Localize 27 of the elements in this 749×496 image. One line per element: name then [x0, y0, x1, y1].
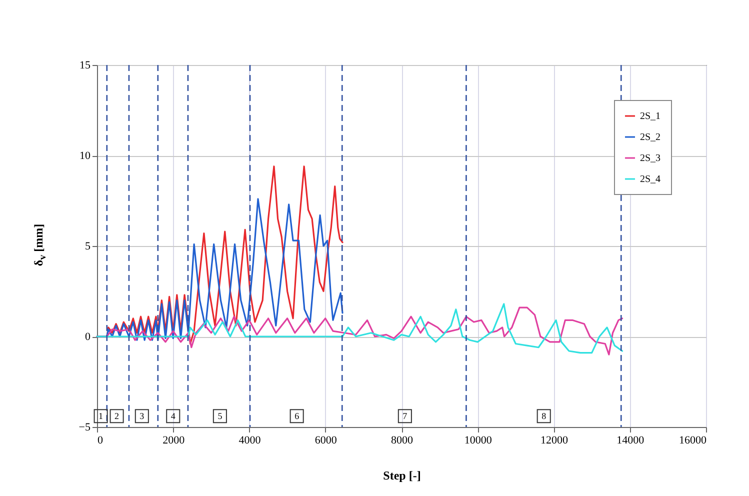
y-tick-label: 10	[80, 150, 91, 162]
annotation: 1	[98, 411, 104, 422]
annotation: 2	[114, 411, 120, 422]
legend-label: 2S_2	[640, 132, 661, 143]
annotation: 3	[140, 411, 145, 422]
legend-label: 2S_3	[640, 153, 661, 164]
x-tick-label: 2000	[162, 434, 186, 446]
x-tick-label: 0	[98, 434, 104, 446]
y-tick-label: −5	[78, 422, 91, 434]
x-axis-title: Step [-]	[383, 468, 421, 482]
annotation: 8	[542, 411, 547, 422]
y-tick-label: 15	[80, 60, 91, 72]
x-tick-label: 12000	[540, 434, 568, 446]
annotation: 7	[402, 411, 408, 422]
x-tick-label: 6000	[314, 434, 338, 446]
annotation: 5	[218, 411, 223, 422]
x-tick-label: 4000	[238, 434, 262, 446]
y-tick-label: 5	[85, 240, 91, 252]
legend-label: 2S_4	[640, 174, 661, 185]
x-tick-label: 8000	[391, 434, 414, 446]
legend-label: 2S_1	[640, 111, 661, 122]
x-tick-label: 16000	[679, 434, 707, 446]
annotation: 4	[170, 411, 176, 422]
x-tick-label: 14000	[616, 434, 645, 446]
annotation: 6	[294, 411, 300, 422]
y-tick-label: 0	[85, 331, 91, 343]
x-tick-label: 10000	[464, 434, 492, 446]
